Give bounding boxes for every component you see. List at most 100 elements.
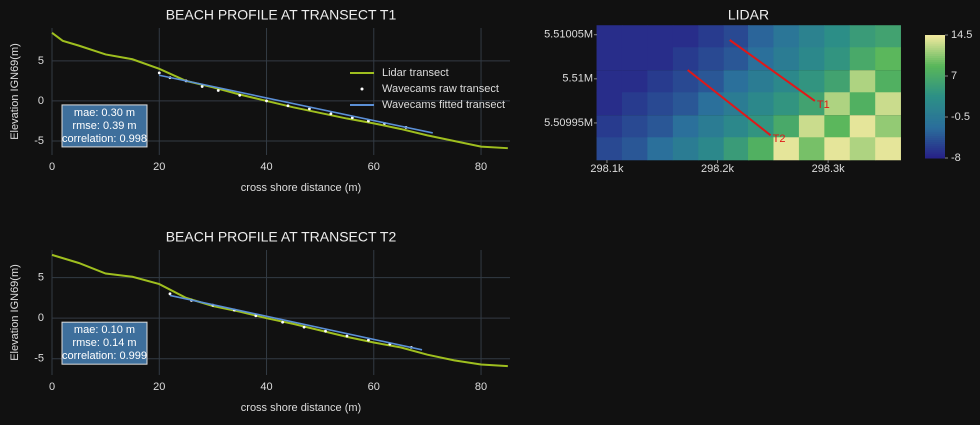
colorbar-label: -8: [951, 152, 961, 164]
heat-cell: [596, 137, 623, 161]
heat-cell: [748, 137, 774, 161]
colorbar-step: [925, 139, 945, 143]
heat-cell: [672, 25, 699, 49]
colorbar-step: [925, 147, 945, 151]
colorbar-step: [925, 155, 945, 159]
raw-point: [168, 292, 172, 296]
transect-line: [687, 69, 772, 137]
heat-cell: [596, 47, 623, 71]
heat-cell: [875, 115, 901, 139]
heat-cell: [723, 137, 750, 161]
transect-label: T1: [817, 99, 830, 111]
colorbar-step: [925, 41, 945, 44]
raw-point: [308, 107, 311, 111]
colorbar-step: [925, 57, 945, 61]
heat-cell: [698, 47, 725, 71]
heat-cell: [672, 92, 699, 116]
heat-cell: [875, 70, 901, 94]
colorbar-step: [925, 137, 945, 141]
y-tick-label: 5.51005M: [544, 29, 593, 41]
heat-cell: [748, 92, 774, 116]
colorbar-step: [925, 63, 945, 67]
heat-cell: [672, 115, 699, 139]
y-tick-label: 5: [38, 272, 44, 284]
transect-label: T2: [773, 133, 786, 145]
heat-cell: [824, 25, 851, 49]
heat-cell: [824, 92, 851, 116]
x-tick-label: 80: [475, 381, 487, 393]
heat-cell: [849, 137, 876, 161]
colorbar-label: 14.5: [951, 29, 972, 41]
series-line: [159, 74, 433, 134]
heat-cell: [849, 25, 876, 49]
colorbar-step: [925, 84, 945, 87]
colorbar-step: [925, 78, 945, 81]
heat-cell: [698, 25, 725, 49]
heat-cell: [596, 92, 623, 116]
y-tick-label: 5: [38, 55, 44, 67]
x-tick-label: 60: [368, 381, 380, 393]
colorbar-step: [925, 49, 945, 52]
x-tick-label: 298.2k: [701, 163, 735, 175]
colorbar-step: [925, 123, 945, 126]
chart-title: LIDAR: [728, 7, 769, 23]
heat-cell: [849, 115, 876, 139]
colorbar-step: [925, 53, 945, 56]
stats-text: rmse: 0.14 m: [72, 337, 136, 349]
colorbar-step: [925, 110, 945, 114]
heat-cell: [647, 92, 674, 116]
raw-point: [238, 93, 242, 97]
raw-point: [157, 71, 161, 75]
y-tick-label: 0: [38, 95, 44, 107]
colorbar-step: [925, 98, 945, 102]
heat-cell: [596, 25, 623, 49]
heat-cell: [824, 137, 851, 161]
heat-cell: [849, 70, 876, 94]
heat-cell: [672, 137, 699, 161]
heat-cell: [798, 137, 825, 161]
colorbar-step: [925, 73, 945, 77]
colorbar-step: [925, 125, 945, 128]
colorbar-step: [925, 133, 945, 136]
heat-cell: [849, 92, 876, 116]
colorbar-step: [925, 39, 945, 42]
heat-cell: [621, 25, 648, 49]
heat-cell: [596, 115, 623, 139]
heat-cell: [596, 70, 623, 94]
colorbar-step: [925, 82, 945, 85]
colorbar-step: [925, 67, 945, 71]
colorbar-step: [925, 143, 945, 147]
x-tick-label: 0: [49, 381, 55, 393]
raw-point: [216, 89, 220, 92]
colorbar-step: [925, 114, 945, 118]
colorbar-step: [925, 117, 945, 120]
colorbar-step: [925, 65, 945, 69]
heat-cell: [723, 47, 750, 71]
colorbar-step: [925, 90, 945, 93]
y-tick-label: -5: [34, 353, 44, 365]
raw-point: [254, 314, 258, 318]
colorbar-step: [925, 145, 945, 149]
heat-cell: [621, 92, 648, 116]
heat-cell: [621, 137, 648, 161]
y-tick-label: 5.50995M: [544, 117, 593, 129]
heat-cell: [875, 25, 901, 49]
colorbar-step: [925, 51, 945, 54]
colorbar-step: [925, 129, 945, 132]
colorbar-step: [925, 96, 945, 100]
x-tick-label: 60: [368, 161, 380, 173]
transect-line: [729, 39, 816, 102]
heat-cell: [798, 47, 825, 71]
colorbar-step: [925, 92, 945, 95]
x-tick-label: 40: [260, 381, 272, 393]
heat-cell: [773, 25, 800, 49]
heat-cell: [621, 70, 648, 94]
stats-text: mae: 0.30 m: [74, 107, 135, 119]
colorbar-step: [925, 94, 945, 97]
heat-cell: [824, 115, 851, 139]
colorbar-step: [925, 86, 945, 89]
heat-cell: [647, 47, 674, 71]
heat-cell: [798, 70, 825, 94]
series-line: [169, 294, 423, 351]
